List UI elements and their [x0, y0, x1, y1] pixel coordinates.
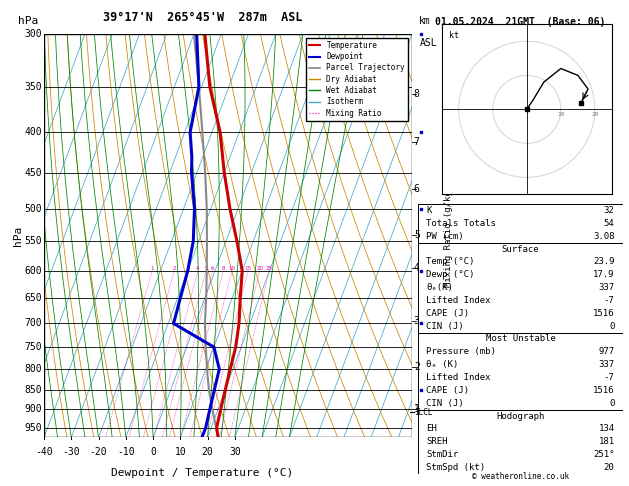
Text: 20: 20: [256, 266, 264, 271]
Text: SREH: SREH: [426, 437, 448, 446]
Text: Dewpoint / Temperature (°C): Dewpoint / Temperature (°C): [111, 468, 293, 478]
Text: 0: 0: [150, 448, 156, 457]
Text: 5: 5: [204, 266, 208, 271]
Text: 4: 4: [196, 266, 199, 271]
Text: Lifted Index: Lifted Index: [426, 373, 491, 382]
Text: ASL: ASL: [420, 38, 437, 48]
Text: 4: 4: [414, 263, 420, 273]
Text: 977: 977: [598, 347, 615, 356]
Text: hPa: hPa: [13, 226, 23, 246]
Text: 5: 5: [414, 230, 420, 240]
Text: EH: EH: [426, 424, 437, 434]
Text: 2: 2: [414, 362, 420, 372]
Text: 1516: 1516: [593, 386, 615, 395]
Text: 7: 7: [414, 138, 420, 147]
Text: © weatheronline.co.uk: © weatheronline.co.uk: [472, 472, 569, 481]
Text: -7: -7: [604, 373, 615, 382]
Text: 750: 750: [25, 342, 42, 352]
Text: Mixing Ratio (g/kg): Mixing Ratio (g/kg): [444, 185, 454, 287]
Text: 800: 800: [25, 364, 42, 374]
Text: 181: 181: [598, 437, 615, 446]
Text: 400: 400: [25, 127, 42, 138]
Text: 0: 0: [609, 399, 615, 408]
Text: 3.08: 3.08: [593, 232, 615, 241]
Text: km: km: [420, 16, 431, 26]
Text: Lifted Index: Lifted Index: [426, 296, 491, 305]
Text: Hodograph: Hodograph: [496, 412, 545, 420]
Text: -20: -20: [90, 448, 108, 457]
Text: 600: 600: [25, 266, 42, 276]
Text: Surface: Surface: [502, 244, 539, 254]
Text: K: K: [426, 206, 432, 215]
Text: StmSpd (kt): StmSpd (kt): [426, 463, 486, 472]
Text: Pressure (mb): Pressure (mb): [426, 347, 496, 356]
Text: 1: 1: [150, 266, 154, 271]
Text: 25: 25: [265, 266, 272, 271]
Text: θₑ(K): θₑ(K): [426, 283, 454, 292]
Text: Most Unstable: Most Unstable: [486, 334, 555, 344]
Text: -10: -10: [117, 448, 135, 457]
Text: 850: 850: [25, 385, 42, 395]
Text: 01.05.2024  21GMT  (Base: 06): 01.05.2024 21GMT (Base: 06): [435, 17, 606, 27]
Text: θₑ (K): θₑ (K): [426, 360, 459, 369]
Text: Temp (°C): Temp (°C): [426, 258, 475, 266]
Text: 2: 2: [172, 266, 176, 271]
Text: 23.9: 23.9: [593, 258, 615, 266]
Text: 20: 20: [202, 448, 213, 457]
Text: 1: 1: [414, 404, 420, 415]
Text: 900: 900: [25, 404, 42, 415]
Text: -40: -40: [35, 448, 53, 457]
Text: 54: 54: [604, 219, 615, 228]
Text: 1LCL: 1LCL: [414, 407, 432, 417]
Text: CIN (J): CIN (J): [426, 399, 464, 408]
Text: -30: -30: [62, 448, 80, 457]
Text: 20: 20: [591, 112, 599, 117]
Text: 337: 337: [598, 283, 615, 292]
Text: 20: 20: [604, 463, 615, 472]
Text: CAPE (J): CAPE (J): [426, 309, 469, 318]
Text: PW (cm): PW (cm): [426, 232, 464, 241]
Text: 450: 450: [25, 168, 42, 177]
Text: 15: 15: [245, 266, 252, 271]
Text: 550: 550: [25, 236, 42, 246]
Text: 6: 6: [211, 266, 214, 271]
Text: StmDir: StmDir: [426, 450, 459, 459]
Text: hPa: hPa: [18, 16, 38, 26]
Text: kt: kt: [448, 31, 459, 40]
Text: 300: 300: [25, 29, 42, 39]
Text: 10: 10: [174, 448, 186, 457]
Text: 3: 3: [414, 316, 420, 326]
Text: 32: 32: [604, 206, 615, 215]
Text: 10: 10: [557, 112, 565, 117]
Text: 700: 700: [25, 318, 42, 329]
Text: 30: 30: [229, 448, 241, 457]
Text: 3: 3: [186, 266, 189, 271]
Text: 950: 950: [25, 423, 42, 433]
Text: CIN (J): CIN (J): [426, 322, 464, 330]
Text: 1516: 1516: [593, 309, 615, 318]
Legend: Temperature, Dewpoint, Parcel Trajectory, Dry Adiabat, Wet Adiabat, Isotherm, Mi: Temperature, Dewpoint, Parcel Trajectory…: [306, 38, 408, 121]
Text: 10: 10: [228, 266, 235, 271]
Text: 8: 8: [414, 89, 420, 100]
Text: 134: 134: [598, 424, 615, 434]
Text: 8: 8: [221, 266, 225, 271]
Text: 350: 350: [25, 82, 42, 92]
Text: 39°17'N  265°45'W  287m  ASL: 39°17'N 265°45'W 287m ASL: [103, 11, 302, 24]
Text: CAPE (J): CAPE (J): [426, 386, 469, 395]
Text: Dewp (°C): Dewp (°C): [426, 270, 475, 279]
Text: Totals Totals: Totals Totals: [426, 219, 496, 228]
Text: 337: 337: [598, 360, 615, 369]
Text: 650: 650: [25, 293, 42, 303]
Text: 251°: 251°: [593, 450, 615, 459]
Text: 500: 500: [25, 204, 42, 213]
Text: 17.9: 17.9: [593, 270, 615, 279]
Text: 6: 6: [414, 184, 420, 194]
Text: -7: -7: [604, 296, 615, 305]
Text: 0: 0: [609, 322, 615, 330]
